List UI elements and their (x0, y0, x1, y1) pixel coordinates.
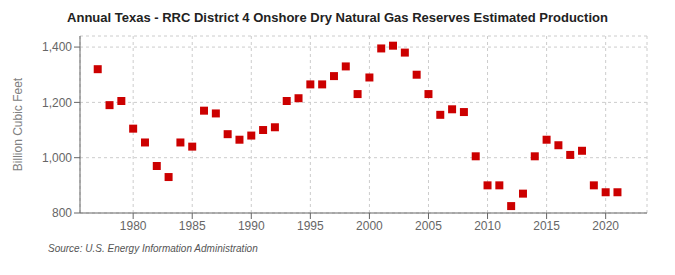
svg-text:1,200: 1,200 (42, 96, 72, 110)
svg-text:2020: 2020 (592, 219, 619, 233)
svg-text:1995: 1995 (297, 219, 324, 233)
html-text:Source: U.S. Energy Informatio: Source: U.S. Energy Information Administ… (48, 243, 258, 254)
svg-text:2015: 2015 (533, 219, 560, 233)
svg-text:1980: 1980 (120, 219, 147, 233)
svg-text:2005: 2005 (415, 219, 442, 233)
svg-text:1,400: 1,400 (42, 40, 72, 54)
svg-text:2010: 2010 (474, 219, 501, 233)
svg-text:Billion Cubic Feet: Billion Cubic Feet (11, 77, 25, 171)
html-text:Annual Texas - RRC District 4: Annual Texas - RRC District 4 Onshore Dr… (67, 10, 608, 25)
svg-text:800: 800 (52, 206, 72, 220)
svg-text:1990: 1990 (238, 219, 265, 233)
svg-text:2000: 2000 (356, 219, 383, 233)
svg-text:1,000: 1,000 (42, 151, 72, 165)
svg-text:1985: 1985 (179, 219, 206, 233)
